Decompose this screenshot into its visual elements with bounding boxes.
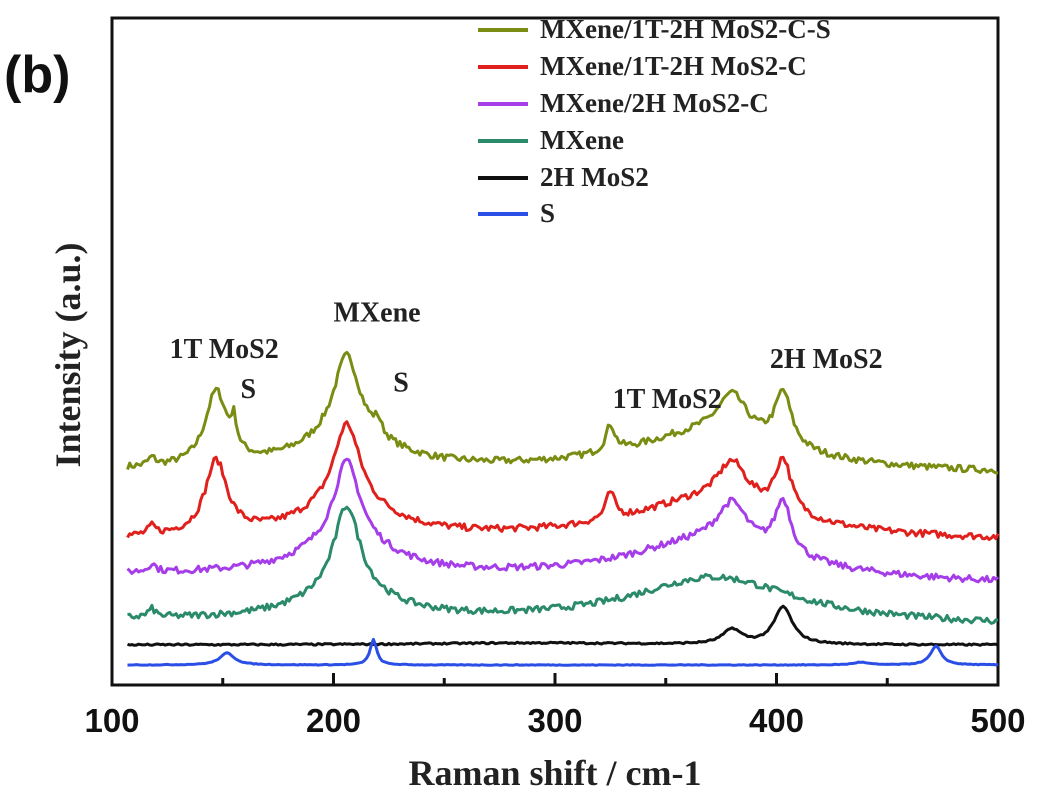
- x-tick-label: 400: [749, 702, 804, 739]
- legend-label: MXene/2H MoS2-C: [540, 88, 769, 118]
- legend-label: MXene: [540, 125, 624, 155]
- x-tick-label: 300: [527, 702, 582, 739]
- series-line-1: [126, 420, 1000, 541]
- peak-annotation: S: [393, 368, 409, 399]
- peak-annotation: MXene: [334, 297, 421, 328]
- series-line-2: [126, 457, 1000, 584]
- x-tick-label: 100: [84, 702, 139, 739]
- panel-label: (b): [4, 46, 70, 104]
- y-axis-label: Intensity (a.u.): [48, 242, 88, 467]
- peak-annotation: 1T MoS2: [613, 384, 722, 415]
- peak-annotation: 1T MoS2: [170, 334, 279, 365]
- series-line-4: [127, 604, 999, 647]
- legend-label: S: [540, 198, 555, 228]
- legend-label: MXene/1T-2H MoS2-C: [540, 51, 807, 81]
- x-axis-label: Raman shift / cm-1: [409, 753, 702, 793]
- series-line-3: [127, 505, 999, 625]
- legend-label: MXene/1T-2H MoS2-C-S: [540, 14, 831, 44]
- series-line-0: [126, 350, 999, 475]
- x-tick-label: 200: [306, 702, 361, 739]
- peak-annotation: 2H MoS2: [770, 344, 883, 375]
- series-line-5: [127, 637, 999, 667]
- peak-annotation: S: [240, 374, 256, 405]
- x-tick-label: 500: [970, 702, 1025, 739]
- legend-label: 2H MoS2: [540, 162, 649, 192]
